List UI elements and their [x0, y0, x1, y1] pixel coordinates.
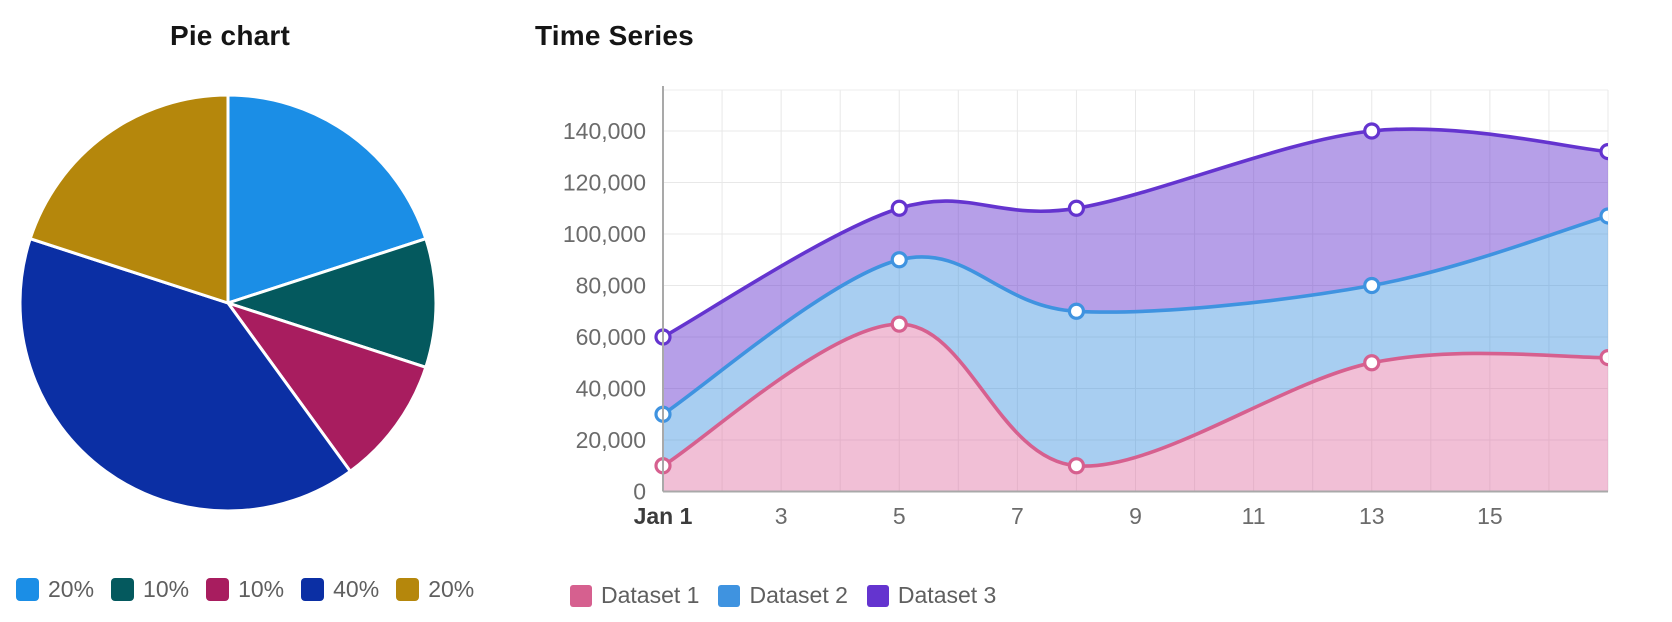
y-tick-label: 80,000: [576, 273, 646, 299]
pie-legend-swatch-icon: [111, 578, 135, 601]
data-point-marker[interactable]: [890, 199, 908, 217]
pie-slice[interactable]: [226, 93, 428, 305]
data-point-marker[interactable]: [890, 251, 908, 269]
ts-legend-swatch-icon: [866, 584, 889, 607]
x-tick-label: 3: [775, 503, 788, 529]
pie-legend-item[interactable]: 10%: [206, 576, 284, 603]
pie-legend: 20% 10% 10% 40% 20%: [16, 576, 474, 603]
y-tick-label: 40,000: [576, 376, 646, 402]
pie-legend-swatch-icon: [16, 578, 39, 601]
area-band: [663, 129, 1608, 415]
pie-legend-item[interactable]: 20%: [396, 576, 474, 603]
ts-legend-swatch-icon: [570, 584, 592, 607]
pie-legend-item[interactable]: 20%: [16, 576, 94, 603]
pie-legend-item[interactable]: 10%: [111, 576, 189, 603]
pie-legend-label: 10%: [238, 576, 285, 602]
pie-legend-label: 20%: [48, 576, 95, 602]
x-tick-label: 7: [1011, 503, 1024, 529]
pie-legend-label: 20%: [428, 576, 475, 602]
ts-legend-label: Dataset 1: [601, 582, 700, 608]
pie-slice[interactable]: [18, 237, 352, 513]
data-point-marker[interactable]: [1599, 207, 1615, 225]
pie-legend-swatch-icon: [301, 578, 325, 601]
pie-legend-swatch-icon: [206, 578, 230, 601]
x-tick-label: Jan 1: [634, 503, 693, 529]
x-tick-label: 9: [1129, 503, 1142, 529]
data-point-marker[interactable]: [1363, 122, 1381, 140]
y-tick-label: 0: [633, 479, 646, 505]
time-series-canvas[interactable]: 0 20,000 40,000 60,000 80,000 100,000 120,000 1…: [530, 70, 1672, 530]
data-point-marker[interactable]: [1363, 354, 1381, 372]
data-point-marker[interactable]: [1067, 199, 1086, 217]
data-point-marker[interactable]: [1599, 143, 1615, 161]
y-tick-label: 120,000: [563, 170, 646, 196]
time-series-title: Time Series: [535, 20, 694, 51]
pie-slice[interactable]: [226, 301, 428, 473]
pie-legend-swatch-icon: [396, 578, 420, 601]
axes: [662, 86, 1608, 493]
ts-legend-label: Dataset 3: [897, 582, 997, 608]
pie-chart-canvas[interactable]: [0, 70, 460, 540]
ts-legend-swatch-icon: [718, 584, 741, 607]
y-tick-label: 60,000: [576, 324, 646, 350]
pie-slice[interactable]: [28, 93, 230, 305]
pie-chart-title: Pie chart: [169, 20, 291, 51]
time-series-legend: Dataset 1 Dataset 2 Dataset 3: [570, 582, 996, 609]
y-tick-label: 20,000: [576, 427, 646, 453]
ts-legend-item-dataset-2[interactable]: Dataset 2: [718, 582, 848, 609]
y-tick-label: 140,000: [563, 118, 646, 144]
x-axis-labels: Jan 1 3 5 7 9 11 13 15: [634, 503, 1503, 529]
pie-legend-label: 40%: [333, 576, 380, 602]
area-band: [663, 216, 1608, 467]
y-tick-label: 100,000: [563, 221, 646, 247]
x-tick-label: 11: [1242, 503, 1266, 529]
data-point-marker[interactable]: [1363, 276, 1381, 295]
plot-area[interactable]: [654, 122, 1615, 492]
x-tick-label: 5: [893, 503, 906, 529]
y-axis-labels: 0 20,000 40,000 60,000 80,000 100,000 120,000 1…: [563, 118, 646, 505]
ts-legend-item-dataset-3[interactable]: Dataset 3: [866, 582, 997, 609]
x-tick-label: 13: [1359, 503, 1385, 529]
pie-legend-item[interactable]: 40%: [301, 576, 379, 603]
data-point-marker[interactable]: [890, 315, 908, 333]
x-tick-label: 15: [1477, 503, 1503, 529]
pie-legend-label: 10%: [143, 576, 190, 602]
ts-legend-label: Dataset 2: [749, 582, 848, 608]
data-point-marker[interactable]: [1599, 349, 1615, 367]
data-point-marker[interactable]: [1067, 457, 1086, 475]
ts-legend-item-dataset-1[interactable]: Dataset 1: [570, 582, 699, 609]
data-point-marker[interactable]: [1067, 302, 1086, 320]
pie-slice[interactable]: [226, 237, 438, 369]
